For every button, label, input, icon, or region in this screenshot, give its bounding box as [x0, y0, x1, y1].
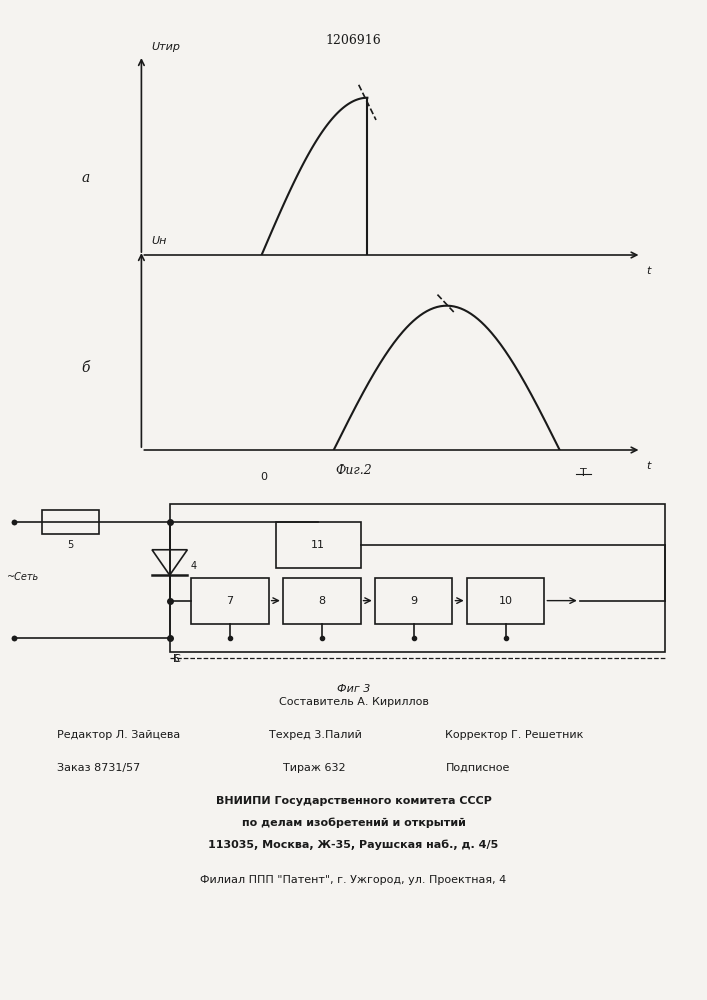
Bar: [170, 504, 665, 652]
Bar: [375, 578, 452, 624]
Bar: [42, 510, 99, 534]
Text: 0: 0: [260, 472, 267, 482]
Bar: [191, 578, 269, 624]
Text: Составитель А. Кириллов: Составитель А. Кириллов: [279, 697, 428, 707]
Text: t: t: [646, 266, 650, 276]
Text: по делам изобретений и открытий: по делам изобретений и открытий: [242, 818, 465, 828]
Text: T/2: T/2: [575, 277, 592, 287]
Text: 10: 10: [498, 596, 513, 606]
Text: 0: 0: [260, 277, 267, 287]
Text: 4: 4: [191, 561, 197, 571]
Text: 113035, Москва, Ж-35, Раушская наб., д. 4/5: 113035, Москва, Ж-35, Раушская наб., д. …: [209, 839, 498, 850]
Text: Подписное: Подписное: [445, 763, 510, 773]
Text: 1206916: 1206916: [326, 34, 381, 47]
Text: Заказ 8731/57: Заказ 8731/57: [57, 763, 140, 773]
Text: Редактор Л. Зайцева: Редактор Л. Зайцева: [57, 730, 180, 740]
Bar: [276, 522, 361, 568]
Text: 2: 2: [580, 491, 588, 501]
Text: Uтир: Uтир: [151, 42, 180, 52]
Text: a: a: [81, 171, 90, 185]
Bar: [283, 578, 361, 624]
Text: ~Сеть: ~Сеть: [7, 572, 40, 582]
Text: 11: 11: [311, 540, 325, 550]
Text: Uн: Uн: [151, 236, 166, 246]
Text: Б: Б: [173, 654, 180, 664]
Bar: [467, 578, 544, 624]
Text: 7: 7: [226, 596, 233, 606]
Text: 8: 8: [318, 596, 325, 606]
Text: ВНИИПИ Государственного комитета СССР: ВНИИПИ Государственного комитета СССР: [216, 796, 491, 806]
Text: б: б: [81, 361, 90, 375]
Text: 5: 5: [68, 540, 74, 550]
Text: t: t: [646, 461, 650, 471]
Text: Тираж 632: Тираж 632: [283, 763, 346, 773]
Text: T: T: [580, 468, 587, 479]
Text: С: С: [173, 654, 180, 664]
Text: 9: 9: [410, 596, 417, 606]
Text: Техред 3.Палий: Техред 3.Палий: [269, 730, 361, 740]
Text: Филиал ППП "Патент", г. Ужгород, ул. Проектная, 4: Филиал ППП "Патент", г. Ужгород, ул. Про…: [200, 875, 507, 885]
Text: Корректор Г. Решетник: Корректор Г. Решетник: [445, 730, 584, 740]
Text: Фиг 3: Фиг 3: [337, 684, 370, 694]
Text: Фиг.2: Фиг.2: [335, 464, 372, 477]
